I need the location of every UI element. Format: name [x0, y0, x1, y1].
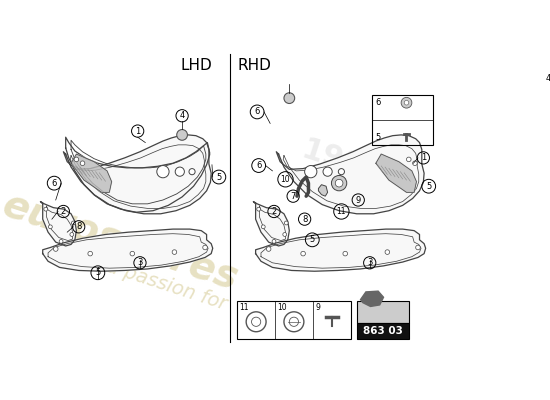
Text: 3: 3 [367, 258, 372, 267]
Circle shape [157, 166, 169, 178]
Text: 4: 4 [179, 111, 185, 120]
Bar [357, 301, 409, 322]
Text: eurospares: eurospares [0, 186, 244, 298]
Text: LHD: LHD [180, 58, 212, 74]
Text: 10: 10 [277, 303, 287, 312]
Text: 6: 6 [256, 161, 261, 170]
Text: 5: 5 [95, 268, 101, 277]
Circle shape [48, 225, 52, 229]
Circle shape [284, 93, 295, 104]
Polygon shape [43, 229, 213, 271]
Circle shape [305, 166, 317, 178]
Circle shape [416, 245, 420, 250]
Text: RHD: RHD [238, 58, 272, 74]
Text: 2: 2 [271, 207, 277, 216]
Circle shape [385, 250, 389, 254]
Circle shape [401, 97, 412, 108]
Circle shape [272, 240, 276, 243]
Circle shape [284, 221, 288, 225]
Polygon shape [318, 185, 328, 196]
Text: 5: 5 [310, 235, 315, 244]
Text: 1985: 1985 [298, 135, 388, 189]
Text: 4: 4 [546, 74, 550, 84]
Text: 11: 11 [240, 303, 249, 312]
Circle shape [44, 207, 48, 211]
Circle shape [53, 247, 58, 251]
Text: a passion for: a passion for [104, 257, 229, 314]
Circle shape [70, 232, 74, 236]
Text: 3: 3 [138, 258, 142, 267]
Circle shape [72, 221, 75, 225]
Text: 6: 6 [52, 179, 57, 188]
Circle shape [80, 161, 85, 166]
Text: 8: 8 [302, 215, 307, 224]
Circle shape [177, 130, 188, 140]
Text: 6: 6 [255, 108, 260, 116]
Polygon shape [40, 202, 76, 246]
Text: 1: 1 [421, 153, 426, 162]
Text: 9: 9 [315, 303, 320, 312]
Polygon shape [254, 202, 289, 246]
Circle shape [323, 167, 332, 176]
Circle shape [332, 176, 346, 191]
Circle shape [257, 207, 261, 211]
Bar [237, 301, 350, 339]
Circle shape [266, 247, 271, 251]
Text: 5: 5 [376, 133, 381, 142]
Text: 11: 11 [337, 207, 346, 216]
Circle shape [404, 100, 409, 105]
Circle shape [189, 168, 195, 175]
Circle shape [406, 157, 411, 162]
Circle shape [74, 157, 79, 162]
Text: 10: 10 [280, 175, 290, 184]
Bar [357, 322, 409, 339]
Circle shape [130, 251, 135, 256]
Text: 8: 8 [76, 222, 81, 231]
Circle shape [338, 168, 344, 175]
Polygon shape [63, 135, 211, 214]
Circle shape [283, 232, 287, 236]
Circle shape [175, 167, 184, 176]
Circle shape [88, 251, 92, 256]
Circle shape [412, 161, 417, 166]
Text: 863 03: 863 03 [363, 326, 403, 336]
Text: 2: 2 [60, 207, 66, 216]
Circle shape [203, 245, 207, 250]
Circle shape [343, 251, 348, 256]
Circle shape [301, 251, 305, 256]
Text: 9: 9 [356, 196, 361, 204]
Polygon shape [71, 154, 112, 192]
Text: 6: 6 [376, 98, 381, 107]
Circle shape [336, 179, 343, 187]
Circle shape [261, 225, 265, 229]
Circle shape [172, 250, 177, 254]
Polygon shape [276, 135, 424, 214]
Polygon shape [376, 154, 416, 192]
Text: 7: 7 [290, 192, 296, 201]
Bar [372, 95, 433, 145]
Text: 1: 1 [135, 126, 140, 136]
Polygon shape [361, 291, 383, 306]
Circle shape [59, 240, 63, 243]
Text: 5: 5 [216, 172, 222, 182]
Text: 5: 5 [426, 182, 431, 191]
Polygon shape [256, 229, 426, 271]
